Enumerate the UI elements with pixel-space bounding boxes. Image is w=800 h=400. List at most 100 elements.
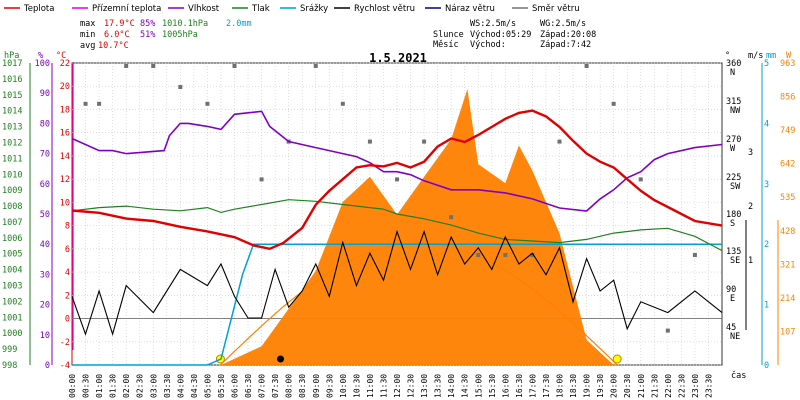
c-tick: 8	[65, 222, 70, 232]
wind-dir-mark	[232, 64, 237, 68]
mm-tick: 1	[764, 301, 769, 311]
pct-tick: 50	[40, 210, 50, 220]
hpa-tick: 998	[2, 361, 17, 371]
w-tick: 856	[780, 93, 795, 103]
stat-max-rain: 2.0mm	[226, 19, 252, 29]
moonset-marker	[277, 355, 285, 363]
wind-dir-mark	[449, 215, 454, 220]
w-tick: 214	[780, 294, 795, 304]
x-tick: 04:30	[190, 374, 199, 398]
legend-label: Srážky	[300, 4, 328, 14]
stat-max-press: 1010.1hPa	[162, 19, 208, 29]
x-tick: 23:00	[691, 374, 700, 398]
x-tick: 01:30	[109, 374, 118, 398]
wind-dir-mark	[83, 101, 88, 106]
x-tick: 03:00	[149, 374, 158, 398]
dir-tick: 135	[726, 247, 741, 257]
dir-name: NW	[730, 106, 741, 116]
x-tick: 18:00	[556, 374, 565, 398]
pct-tick: 20	[40, 301, 50, 311]
pct-tick: 90	[40, 89, 50, 99]
wind-dir-mark	[367, 139, 372, 144]
series-wind-speed	[71, 229, 723, 337]
wind-dir-mark	[638, 177, 643, 182]
stat-sun-label: Slunce	[433, 30, 464, 40]
x-tick: 19:30	[596, 374, 605, 398]
x-tick: 01:00	[95, 374, 104, 398]
ms-tick: 2	[748, 202, 753, 212]
dir-tick: 45	[726, 323, 736, 333]
dir-name: S	[730, 219, 735, 229]
stat-max-temp: 17.9°C	[104, 19, 135, 29]
wind-dir-mark	[97, 101, 102, 106]
c-tick: -4	[60, 361, 70, 371]
pct-tick: 30	[40, 270, 50, 280]
w-unit: W	[786, 51, 792, 61]
dir-name: W	[730, 144, 736, 154]
chart-title: 1.5.2021	[369, 51, 427, 65]
hpa-tick: 1008	[2, 202, 22, 212]
series-rain	[72, 243, 722, 366]
x-tick: 04:00	[176, 374, 185, 398]
x-tick: 10:00	[339, 374, 348, 398]
hpa-tick: 1015	[2, 91, 22, 101]
sunset-marker	[612, 354, 622, 364]
x-tick: 02:00	[122, 374, 131, 398]
ms-unit: m/s	[748, 51, 763, 61]
w-tick: 107	[780, 327, 795, 337]
x-tick: 16:30	[515, 374, 524, 398]
x-tick: 13:00	[420, 374, 429, 398]
wind-dir-mark	[530, 253, 535, 257]
x-tick: 21:30	[650, 374, 659, 398]
x-tick: 22:00	[664, 374, 673, 398]
wind-dir-mark	[151, 64, 156, 68]
stat-sunset: Západ:20:08	[540, 30, 596, 40]
x-tick: 05:30	[217, 374, 226, 398]
x-tick: 22:30	[677, 374, 686, 398]
wind-dir-mark	[422, 139, 427, 144]
series-temperature	[71, 109, 723, 251]
stat-avg-label: avg	[80, 41, 95, 51]
w-tick: 535	[780, 193, 795, 203]
series-pressure	[71, 199, 723, 252]
stats-panel: max 17.9°C 85% 1010.1hPa 2.0mm min 6.0°C…	[80, 19, 596, 51]
w-tick: 749	[780, 126, 795, 136]
series-humidity	[71, 110, 723, 212]
dir-tick: 180	[726, 210, 741, 220]
wind-dir-mark	[692, 253, 697, 257]
x-unit: čas	[731, 370, 746, 381]
stat-min-label: min	[80, 30, 95, 40]
x-tick: 19:00	[583, 374, 592, 398]
dir-tick: 360	[726, 59, 741, 69]
pct-tick: 40	[40, 240, 50, 250]
dir-tick: 315	[726, 97, 741, 107]
hpa-tick: 1007	[2, 218, 22, 228]
stat-min-press: 1005hPa	[162, 30, 198, 40]
legend-label: Přízemní teplota	[92, 4, 161, 14]
x-tick: 14:30	[461, 374, 470, 398]
pct-tick: 80	[40, 119, 50, 129]
dir-name: E	[730, 294, 735, 304]
ms-tick: 3	[748, 148, 753, 158]
dir-tick: 225	[726, 173, 741, 183]
mm-tick: 2	[764, 240, 769, 250]
x-tick: 11:30	[379, 374, 388, 398]
x-tick: 02:30	[136, 374, 145, 398]
dir-tick: 270	[726, 135, 741, 145]
mm-tick: 0	[764, 361, 769, 371]
c-unit: °C	[56, 51, 66, 61]
hpa-tick: 1003	[2, 282, 22, 292]
wind-dir-mark	[395, 177, 399, 182]
x-tick: 21:00	[637, 374, 646, 398]
wind-dir-mark	[503, 253, 508, 257]
stat-moonset: Západ:7:42	[540, 40, 591, 50]
legend-label: Náraz větru	[445, 4, 495, 14]
legend-label: Vlhkost	[188, 4, 220, 14]
stat-max-label: max	[80, 19, 95, 29]
c-tick: 2	[65, 291, 70, 301]
c-tick: 14	[60, 152, 70, 162]
x-tick: 11:00	[366, 374, 375, 398]
x-tick: 09:30	[325, 374, 334, 398]
stat-avg-temp: 10.7°C	[98, 41, 129, 51]
